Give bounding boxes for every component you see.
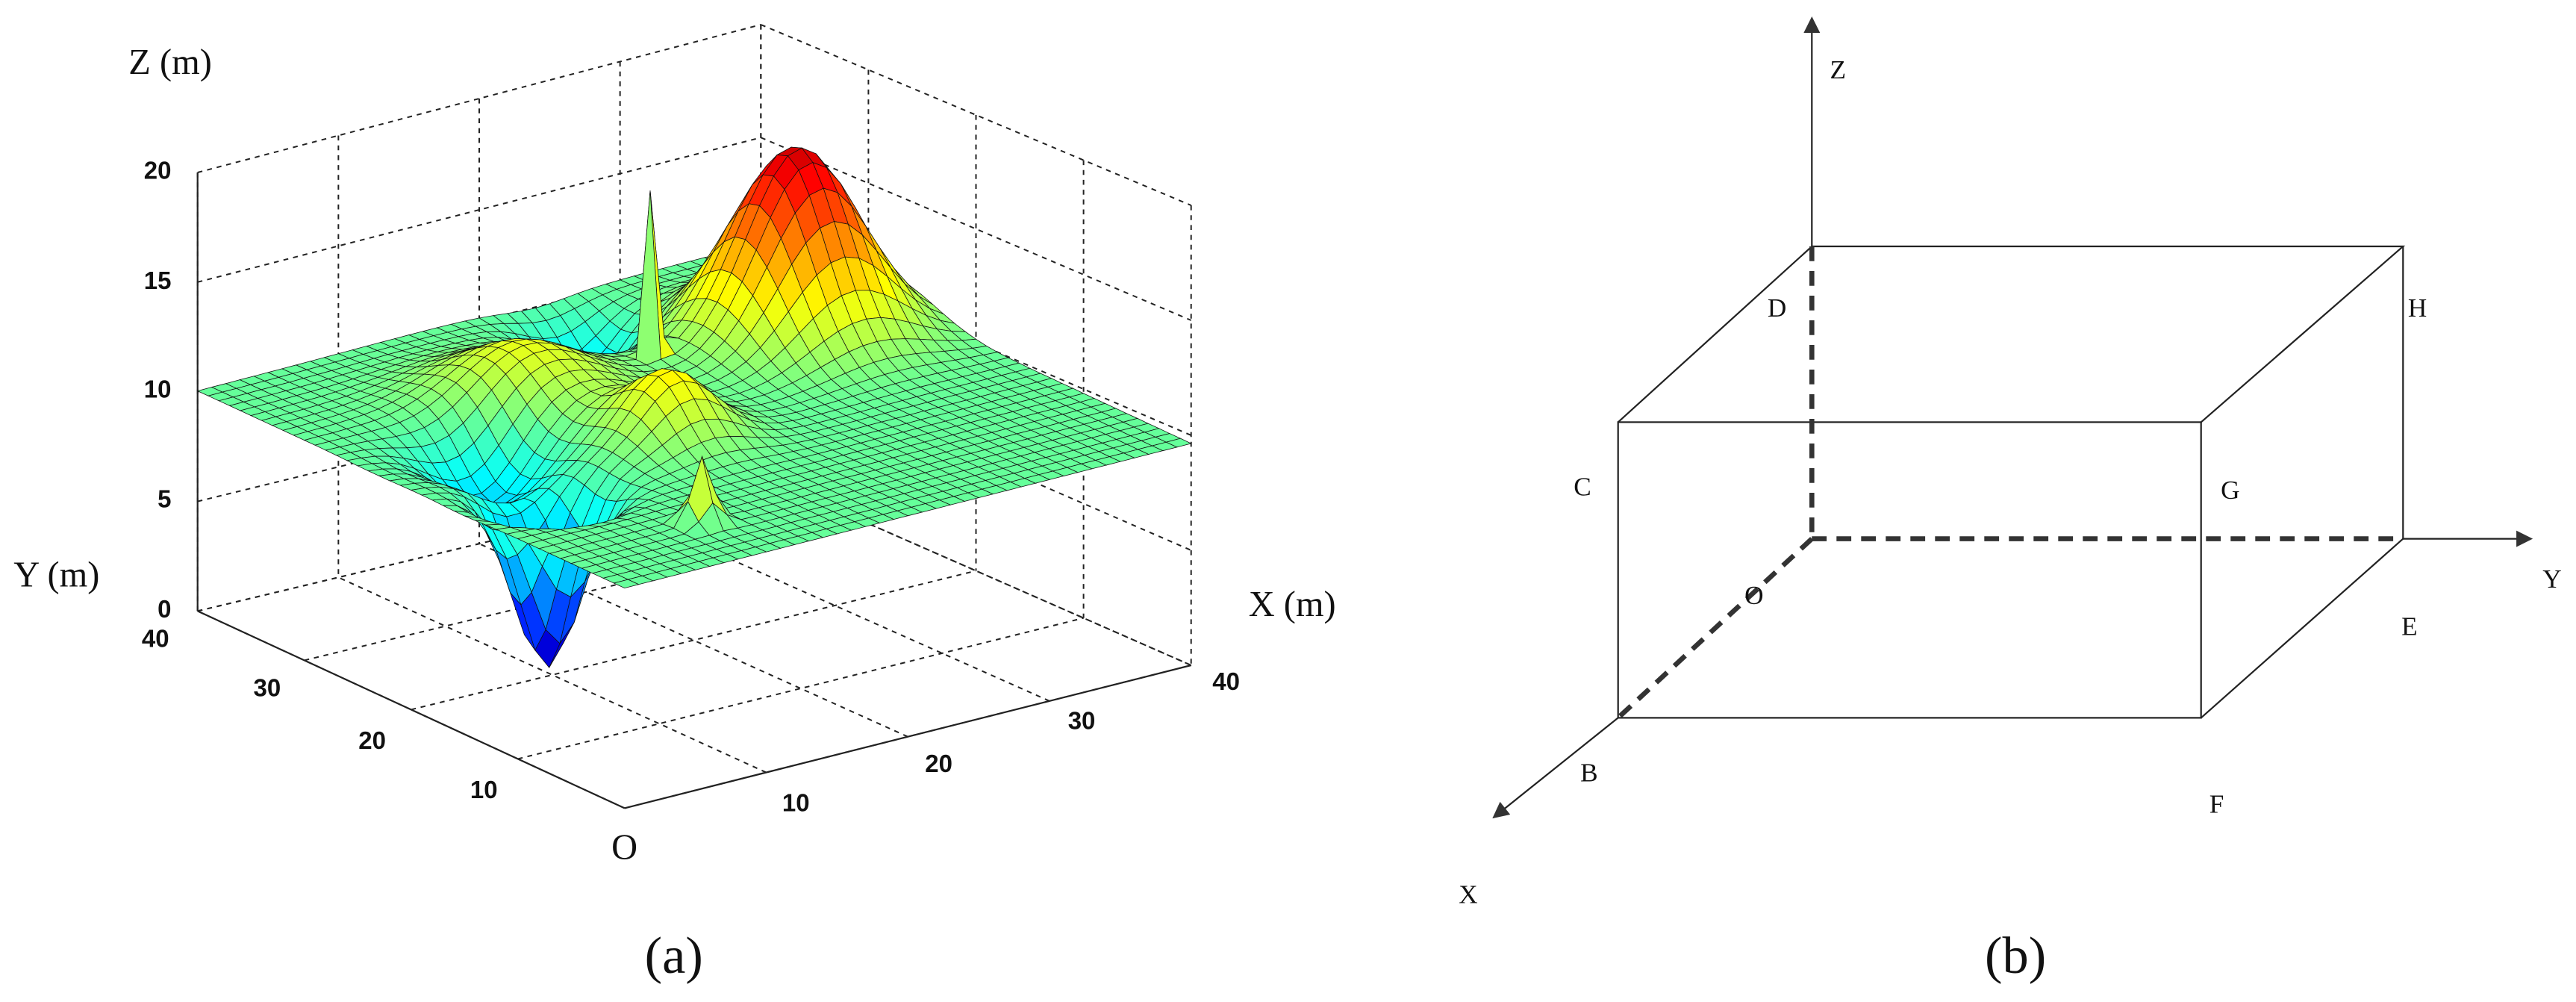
axis-label: Z [1830, 55, 1847, 84]
z-tick-label: 0 [158, 595, 171, 623]
origin-label: O [611, 828, 637, 868]
grid-line [197, 137, 761, 283]
z-tick-label: 5 [158, 485, 171, 513]
y-tick-label: 10 [470, 776, 498, 803]
box-diagram [1492, 16, 2533, 819]
x-tick-label: 40 [1212, 668, 1240, 695]
grid-line [760, 24, 1192, 206]
z-tick-label: 10 [144, 375, 172, 402]
z-tick-label: 15 [144, 267, 172, 294]
grid-line [197, 24, 761, 173]
caption: (a) [645, 927, 703, 985]
x-tick-label: 20 [925, 750, 952, 777]
y-tick-label: 20 [358, 726, 386, 754]
grid-line [411, 570, 976, 711]
point-label: E [2401, 612, 2417, 641]
x-axis [1492, 717, 1619, 819]
point-label: G [2221, 476, 2239, 505]
point-label: F [2209, 789, 2224, 818]
surface-cell [613, 579, 640, 589]
point-label: D [1768, 293, 1786, 323]
z-axis-label: Z (m) [128, 43, 212, 82]
caption: (b) [1985, 927, 2046, 985]
axis-line [624, 664, 1191, 809]
point-label: B [1580, 758, 1597, 787]
grid-line [517, 617, 1084, 760]
point-label: O [1744, 581, 1763, 610]
point-label: H [2408, 293, 2427, 323]
point-label: C [1574, 473, 1591, 502]
edge [2200, 538, 2404, 719]
z-tick-label: 20 [144, 157, 172, 184]
front-face [1617, 421, 2202, 719]
axis-line [197, 610, 626, 809]
y-axis-label: Y (m) [13, 556, 99, 595]
axis-label: X [1459, 880, 1477, 909]
axis-label: Y [2542, 564, 2561, 594]
top-edges [1617, 245, 2406, 423]
surface [196, 146, 1192, 668]
hidden-edge [1616, 537, 1814, 720]
x-tick-label: 30 [1068, 707, 1096, 735]
x-tick-label: 10 [782, 789, 810, 817]
y-tick-label: 40 [142, 625, 169, 653]
y-tick-label: 30 [254, 674, 281, 702]
x-axis-label: X (m) [1249, 585, 1336, 624]
